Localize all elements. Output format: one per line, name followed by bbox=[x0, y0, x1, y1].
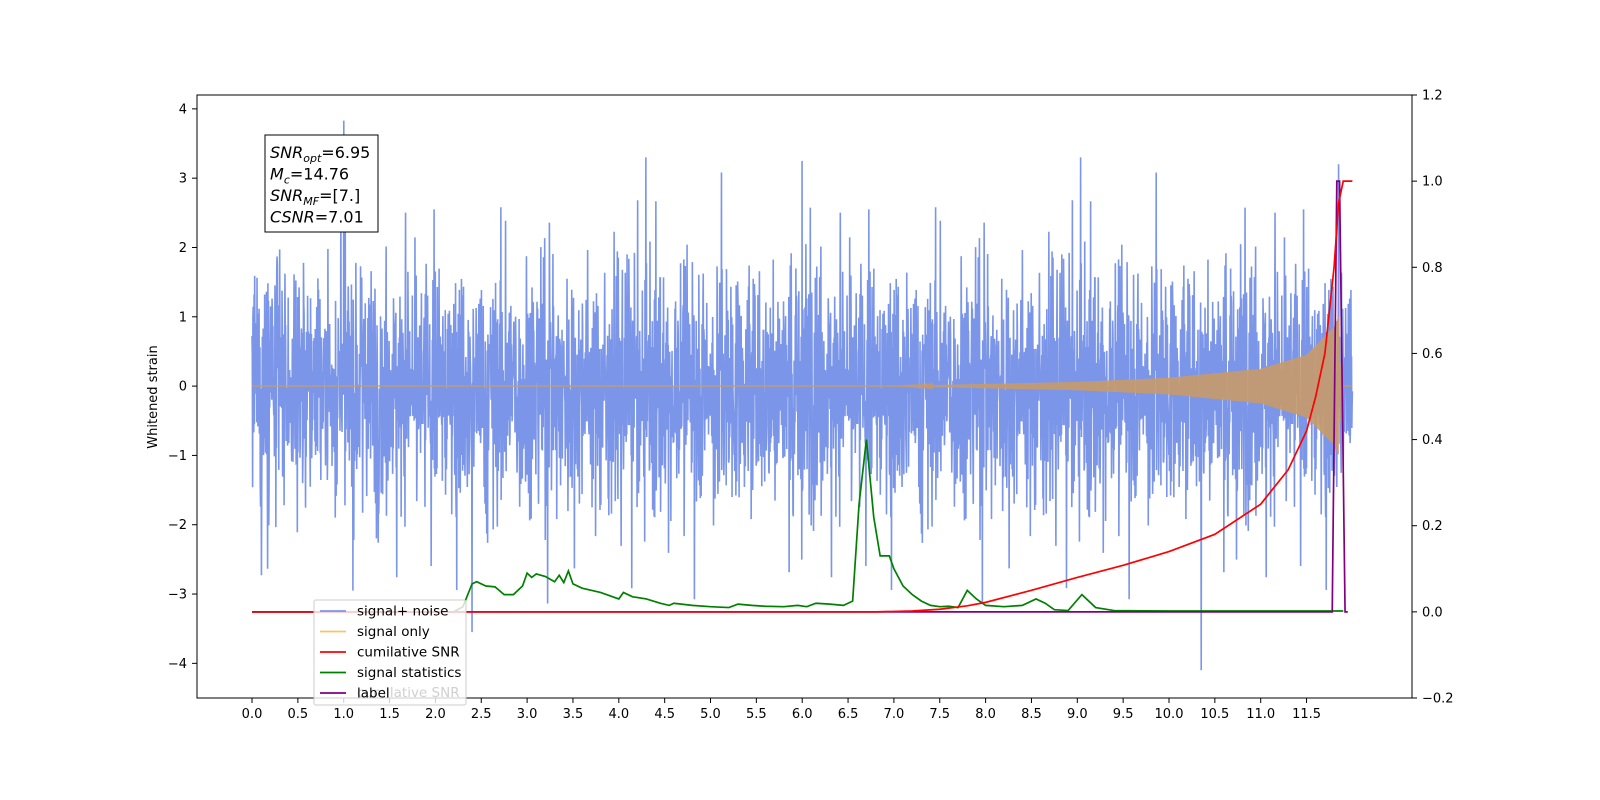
x-tick-label: 6.5 bbox=[838, 707, 859, 722]
x-tick-label: 10.0 bbox=[1155, 707, 1184, 722]
x-tick-label: 0.5 bbox=[288, 707, 309, 722]
x-tick-label: 2.5 bbox=[471, 707, 492, 722]
y-right-tick-label: −0.2 bbox=[1422, 692, 1454, 707]
x-tick-label: 11.5 bbox=[1292, 707, 1321, 722]
x-tick-label: 3.5 bbox=[563, 707, 584, 722]
series-signal-only bbox=[252, 316, 1353, 455]
legend-label-signal-statistics: signal statistics bbox=[357, 665, 461, 681]
y-axis-right: 1.2 1.0 0.8 0.6 0.4 0.2 0.0 −0.2 bbox=[1412, 89, 1454, 707]
y-left-tick-label: 1 bbox=[179, 310, 187, 325]
y-left-tick-label: −3 bbox=[168, 588, 187, 603]
x-tick-label: 9.0 bbox=[1067, 707, 1088, 722]
x-tick-label: 8.5 bbox=[1021, 707, 1042, 722]
x-tick-label: 1.0 bbox=[333, 707, 354, 722]
y-axis-label: Whitened strain bbox=[146, 345, 161, 448]
legend-label-signal-noise: signal+ noise bbox=[357, 604, 448, 620]
x-tick-label: 8.0 bbox=[975, 707, 996, 722]
y-right-tick-label: 0.8 bbox=[1422, 261, 1443, 276]
legend-ghost-text: cumilative SNR bbox=[357, 685, 460, 701]
x-tick-label: 4.0 bbox=[608, 707, 629, 722]
y-right-tick-label: 1.2 bbox=[1422, 89, 1443, 104]
x-tick-label: 11.0 bbox=[1246, 707, 1275, 722]
annotation-frame bbox=[264, 134, 379, 233]
x-tick-label: 10.5 bbox=[1200, 707, 1229, 722]
annotation-line: SNRMF=[7.] bbox=[270, 186, 360, 208]
y-left-tick-label: 4 bbox=[179, 102, 187, 117]
series-signal-noise bbox=[251, 120, 1354, 671]
y-left-tick-label: 0 bbox=[179, 380, 187, 395]
annotation-line: CSNR=7.01 bbox=[270, 208, 364, 227]
x-tick-label: 4.5 bbox=[654, 707, 675, 722]
x-axis: 0.0 0.5 1.0 1.5 2.0 2.5 3.0 3.5 4.0 4.5 5.0 5.5 6.0 6… bbox=[242, 698, 1321, 722]
x-tick-label: 5.5 bbox=[746, 707, 767, 722]
y-left-tick-label: −4 bbox=[168, 657, 187, 672]
series-layer bbox=[251, 120, 1354, 671]
series-label bbox=[252, 180, 1348, 613]
x-tick-label: 2.0 bbox=[425, 707, 446, 722]
legend-label-label: label bbox=[357, 686, 390, 702]
x-tick-label: 5.0 bbox=[700, 707, 721, 722]
series-cumilative-snr bbox=[252, 180, 1353, 613]
annotation-line: SNRopt=6.95 bbox=[270, 143, 370, 165]
y-left-tick-label: 2 bbox=[179, 241, 187, 256]
y-right-tick-label: 0.4 bbox=[1422, 433, 1443, 448]
x-tick-label: 6.0 bbox=[792, 707, 813, 722]
y-left-tick-label: −1 bbox=[168, 449, 187, 464]
series-signal-statistics bbox=[252, 439, 1344, 613]
x-tick-label: 9.5 bbox=[1113, 707, 1134, 722]
y-axis-left: 4 3 2 1 0 −1 −2 −3 −4 bbox=[168, 102, 197, 672]
x-tick-label: 7.5 bbox=[929, 707, 950, 722]
legend-label-cumilative-snr: cumilative SNR bbox=[357, 645, 460, 661]
plot-frame bbox=[196, 94, 1413, 699]
legend-label-signal-only: signal only bbox=[357, 624, 430, 640]
x-tick-label: 1.5 bbox=[379, 707, 400, 722]
x-tick-label: 7.0 bbox=[884, 707, 905, 722]
y-right-tick-label: 0.2 bbox=[1422, 519, 1443, 534]
legend: cumilative SNR signal+ noise signal only cu… bbox=[313, 599, 467, 706]
x-tick-label: 0.0 bbox=[242, 707, 263, 722]
legend-frame bbox=[313, 599, 467, 706]
y-right-tick-label: 1.0 bbox=[1422, 175, 1443, 190]
y-left-tick-label: 3 bbox=[179, 172, 187, 187]
annotation-line: Mc=14.76 bbox=[270, 165, 349, 187]
y-left-tick-label: −2 bbox=[168, 518, 187, 533]
y-right-tick-label: 0.0 bbox=[1422, 605, 1443, 620]
y-right-tick-label: 0.6 bbox=[1422, 347, 1443, 362]
x-tick-label: 3.0 bbox=[517, 707, 538, 722]
